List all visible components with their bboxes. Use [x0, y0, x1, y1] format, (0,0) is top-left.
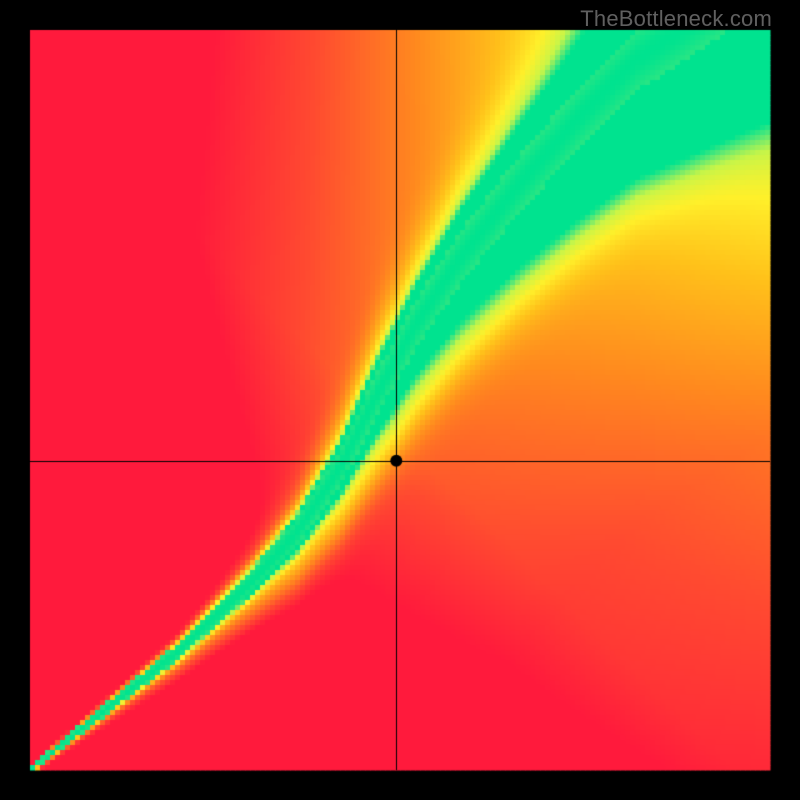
watermark-text: TheBottleneck.com: [580, 6, 772, 32]
chart-container: { "watermark": { "text": "TheBottleneck.…: [0, 0, 800, 800]
bottleneck-heatmap: [0, 0, 800, 800]
